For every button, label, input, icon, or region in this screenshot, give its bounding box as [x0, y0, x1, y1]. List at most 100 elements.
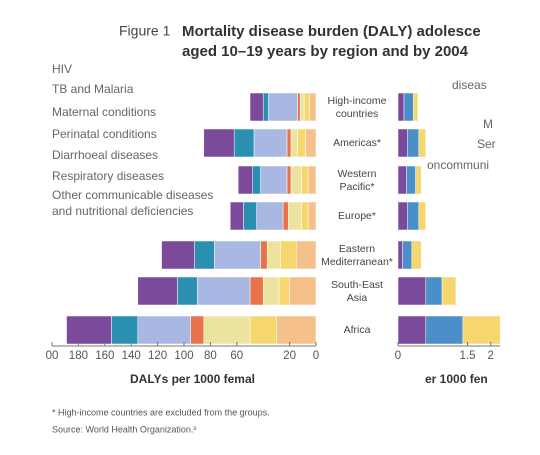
legend-label: Maternal conditions	[52, 105, 156, 119]
category-line: Pacific*	[339, 181, 374, 193]
x-tick-label: 120	[148, 350, 167, 362]
bar-segment	[190, 315, 205, 345]
x-tick-label: 100	[174, 350, 193, 362]
category-line: Eastern	[339, 243, 375, 255]
bar-segment	[262, 92, 269, 122]
x-tick-label: 140	[122, 350, 141, 362]
bar-segment	[249, 276, 264, 306]
category-line: High-income	[328, 95, 387, 107]
bar-segment	[229, 201, 244, 231]
legend-line: Other communicable diseases	[52, 188, 213, 202]
legend-label: diseas	[452, 78, 487, 92]
category-label: Americas*	[333, 137, 381, 149]
bar-segment	[137, 315, 191, 345]
chart-subtitle: aged 10–19 years by region and by 2004	[182, 43, 469, 60]
bar-segment	[462, 315, 500, 345]
bar-segment	[418, 201, 427, 231]
x-tick-label: 1.5	[460, 350, 476, 362]
bar-segment	[214, 240, 261, 270]
bar-segment	[297, 128, 306, 158]
x-tick-label: 2	[488, 350, 494, 362]
x-tick-label: 60	[230, 350, 243, 362]
bar-segment	[406, 165, 416, 195]
x-tick-label: 160	[95, 350, 114, 362]
bar-segment	[237, 165, 253, 195]
bar-segment	[425, 276, 443, 306]
x-axis-title: er 1000 fen	[425, 372, 488, 386]
bar-segment	[397, 128, 408, 158]
bar-segment	[397, 276, 427, 306]
chart-title: Mortality disease burden (DALY) adolesce	[182, 23, 481, 40]
bar-segment	[177, 276, 198, 306]
bar-segment	[137, 276, 178, 306]
bar-segment	[305, 128, 317, 158]
bar-segment	[111, 315, 139, 345]
bar-segment	[301, 165, 309, 195]
bar-segment	[249, 315, 277, 345]
bar-segment	[407, 128, 420, 158]
legend-label: oncommuni	[427, 158, 489, 172]
bar-segment	[268, 92, 298, 122]
legend-label: Ser	[477, 137, 496, 151]
bar-segment	[441, 276, 457, 306]
category-line: countries	[336, 108, 379, 120]
bar-segment	[253, 128, 288, 158]
bar-segment	[397, 315, 427, 345]
bar-segment	[303, 92, 310, 122]
bar-segment	[196, 276, 251, 306]
bar-segment	[397, 92, 405, 122]
bar-segment	[203, 128, 235, 158]
bar-segment	[407, 201, 420, 231]
bar-segment	[413, 92, 419, 122]
category-line: South-East	[331, 279, 383, 291]
x-axis-title: DALYs per 1000 femal	[130, 372, 255, 386]
bar-segment	[278, 276, 290, 306]
bar-segment	[425, 315, 464, 345]
bar-segment	[418, 128, 427, 158]
bar-segment	[299, 92, 305, 122]
bar-segment	[289, 276, 317, 306]
bar-segment	[301, 201, 309, 231]
bar-segment	[282, 201, 289, 231]
bars	[397, 92, 500, 345]
bar-segment	[252, 165, 261, 195]
x-tick-label: 20	[283, 350, 296, 362]
x-tick-label: 180	[69, 350, 88, 362]
bar-segment	[280, 240, 297, 270]
bar-segment	[276, 315, 317, 345]
bar-segment	[260, 165, 288, 195]
legend-label: Respiratory diseases	[52, 169, 164, 183]
bar-segment	[194, 240, 215, 270]
bar-segment	[286, 128, 292, 158]
bar-segment	[307, 201, 317, 231]
category-line: Mediterranean*	[321, 256, 393, 268]
category-label: Western Pacific*	[338, 168, 377, 193]
x-tick-label: 80	[204, 350, 217, 362]
x-tick-label: 0	[395, 350, 401, 362]
bar-segment	[397, 165, 407, 195]
figure-label: Figure 1	[119, 23, 171, 39]
bar-segment	[256, 201, 284, 231]
legend-label: HIV	[52, 62, 72, 76]
bar-segment	[290, 165, 302, 195]
bar-segment	[203, 315, 251, 345]
bar-segment	[415, 165, 422, 195]
legend-label: Other communicable diseases and nutrition…	[52, 188, 213, 218]
legend-label: TB and Malaria	[52, 82, 134, 96]
legend-line: and nutritional deficiencies	[52, 204, 193, 218]
legend-label: Diarrhoeal diseases	[52, 148, 158, 162]
bar-segment	[307, 165, 317, 195]
category-label: Eastern Mediterranean*	[321, 243, 393, 268]
bar-segment	[262, 276, 280, 306]
bar-segment	[233, 128, 255, 158]
bar-segment	[288, 201, 302, 231]
bar-segment	[295, 240, 317, 270]
bars	[66, 92, 317, 345]
bar-segment	[402, 240, 413, 270]
category-label: High-income countries	[328, 95, 387, 120]
category-label: South-East Asia	[331, 279, 383, 304]
bar-segment	[297, 92, 301, 122]
category-label: Africa	[344, 324, 371, 336]
bar-segment	[397, 201, 408, 231]
